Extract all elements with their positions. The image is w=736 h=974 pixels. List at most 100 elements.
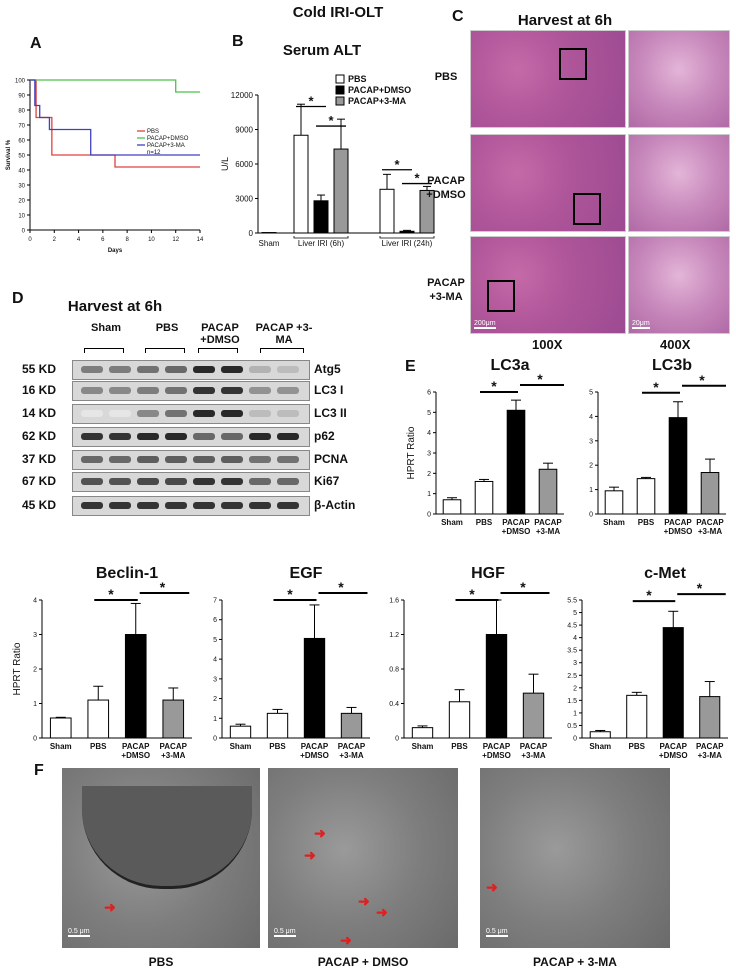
egf-ytick-label: 5 [213,637,217,644]
alt-group-bracket [379,236,435,239]
scale-bar-200um: 200μm [474,320,496,329]
hgf-ytick-label: 0.4 [389,701,399,708]
wb-band [165,366,187,373]
lc3b-bar [668,417,688,515]
alt-group-bracket [293,236,349,239]
egf-xtick-label: PACAP [338,742,366,751]
red-arrow-icon: ➜ [314,825,326,841]
cmet-xtick-label: Sham [589,742,611,751]
beclin-xtick-label: PACAP [160,742,188,751]
wb-band [277,366,299,373]
lc3a-ytick-label: 5 [427,410,431,417]
wb-band [165,433,187,440]
alt-bar [293,134,309,234]
wb-band [221,366,243,373]
egf-xtick-label: +DMSO [300,751,329,760]
beclin-xtick-label: +3-MA [161,751,185,760]
panel-c-label: C [452,8,464,25]
alt-ytick-label: 0 [249,229,254,238]
lc3a-bar [474,480,494,515]
egf-xtick-label: +3-MA [339,751,363,760]
wb-band [165,456,187,463]
lc3a-xtick-label: +3-MA [536,527,560,536]
wb-kd-label: 67 KD [22,474,57,488]
wb-protein-label: LC3 II [314,406,347,420]
beclin-ytick-label: 3 [33,632,37,639]
em-scale-bar: 0.5 μm [274,928,296,937]
egf-ytick-label: 3 [213,676,217,683]
hgf-bar [448,701,471,739]
egf-ytick-label: 7 [213,598,217,605]
egf-ytick-label: 1 [213,716,217,723]
alt-legend-label: PACAP+DMSO [348,85,411,95]
survival-xtick-label: 14 [197,237,204,243]
wb-band [277,478,299,485]
mag-high: 400X [660,337,691,352]
wb-band [109,387,131,394]
wb-strip [72,496,310,516]
alt-legend-swatch [335,85,345,95]
alt-sig-star: * [394,157,400,172]
alt-bar [313,200,329,234]
hgf-bar [485,634,508,739]
wb-band [193,387,215,394]
beclin-bar [87,699,110,739]
histo-image-400x [628,134,730,232]
lc3a-ylabel: HPRT Ratio [406,426,417,479]
cmet-ytick-label: 4.5 [567,623,577,630]
survival-ytick-label: 0 [22,229,26,235]
wb-band [165,478,187,485]
cmet-ytick-label: 1 [573,710,577,717]
wb-band [221,478,243,485]
wb-group-label: PACAP +3-MA [255,322,313,346]
survival-xtick-label: 2 [53,237,57,243]
egf-ytick-label: 6 [213,617,217,624]
wb-kd-label: 37 KD [22,452,57,466]
wb-strip [72,360,310,380]
survival-xtick-label: 4 [77,237,81,243]
cmet-bar [699,696,721,739]
wb-strip [72,381,310,401]
survival-xtick-label: 10 [148,237,155,243]
panel-f-label: F [34,762,44,779]
beclin-ytick-label: 0 [33,736,37,743]
alt-bar [379,188,395,234]
wb-group-label: PBS [155,322,179,334]
wb-band [249,387,271,394]
lc3b-xtick-label: PBS [638,518,655,527]
cmet-ytick-label: 0 [573,736,577,743]
egf-bar [340,712,363,739]
wb-protein-label: β-Actin [314,498,356,512]
wb-protein-label: LC3 I [314,383,344,397]
survival-ytick-label: 20 [18,199,25,205]
cmet-ytick-label: 1.5 [567,698,577,705]
cmet-ytick-label: 3.5 [567,648,577,655]
cmet-bar [589,731,611,739]
wb-protein-label: PCNA [314,452,349,466]
survival-chart: 0 10 20 30 40 50 60 70 80 90 100 0 2 4 6 8 10 12 14 Days Sur… [6,79,204,255]
wb-protein-label: Ki67 [314,474,340,488]
wb-band [81,366,103,373]
wb-group-bracket [198,348,238,353]
wb-band [109,366,131,373]
histo-image-400x [628,30,730,128]
red-arrow-icon: ➜ [358,893,370,909]
survival-ytick-label: 70 [18,124,25,130]
alt-ytick-label: 3000 [235,195,253,204]
egf-xtick-label: Sham [230,742,252,751]
wb-band [137,366,159,373]
red-arrow-icon: ➜ [104,899,116,915]
histo-image-400x [628,236,730,334]
scale-bar-20um: 20μm [632,320,650,329]
lc3b-ytick-label: 2 [589,463,593,470]
em-caption: PACAP + 3-MA [533,955,617,969]
wb-band [81,387,103,394]
wb-band [193,456,215,463]
wb-band [221,433,243,440]
alt-legend-label: PBS [348,74,367,84]
lc3a-ytick-label: 3 [427,451,431,458]
hgf-bar [411,727,434,739]
lc3a-sig-star: * [537,371,543,387]
beclin-xtick-label: +DMSO [121,751,150,760]
